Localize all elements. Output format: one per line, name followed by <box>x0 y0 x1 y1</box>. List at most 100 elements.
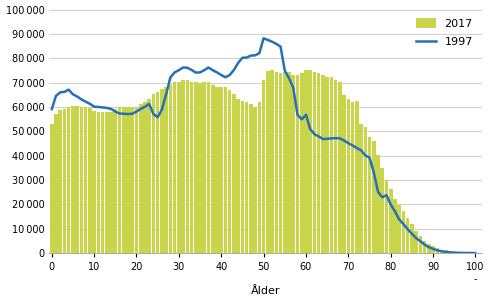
Bar <box>181 80 185 253</box>
Bar <box>105 112 109 253</box>
Bar <box>270 70 274 253</box>
Bar <box>177 82 181 253</box>
Bar <box>384 180 388 253</box>
Bar <box>126 107 130 253</box>
Bar <box>92 111 96 253</box>
Bar <box>249 104 253 253</box>
Bar <box>215 87 219 253</box>
Bar <box>279 72 282 253</box>
Bar <box>397 205 401 253</box>
Bar <box>241 101 244 253</box>
Bar <box>427 243 431 253</box>
Bar <box>457 252 461 253</box>
Bar <box>414 231 418 253</box>
Bar <box>160 89 164 253</box>
Bar <box>54 114 58 253</box>
Bar <box>88 108 92 253</box>
Bar <box>317 72 321 253</box>
Bar <box>342 95 346 253</box>
Bar <box>359 124 363 253</box>
Bar <box>173 82 176 253</box>
Bar <box>198 83 202 253</box>
Bar <box>245 102 248 253</box>
Bar <box>80 107 83 253</box>
Bar <box>131 108 134 253</box>
Bar <box>135 107 138 253</box>
Bar <box>453 252 456 253</box>
Bar <box>308 70 312 253</box>
Bar <box>101 112 105 253</box>
Bar <box>372 141 376 253</box>
Bar <box>50 124 54 253</box>
Bar <box>97 111 100 253</box>
Bar <box>58 110 62 253</box>
Bar <box>262 80 266 253</box>
Bar <box>139 104 142 253</box>
Bar <box>71 106 75 253</box>
Bar <box>84 107 87 253</box>
Bar <box>321 75 325 253</box>
Bar <box>300 72 303 253</box>
Bar <box>236 99 240 253</box>
Bar <box>190 82 193 253</box>
Bar <box>338 82 342 253</box>
Bar <box>168 85 172 253</box>
Bar <box>440 250 443 253</box>
Legend: 2017, 1997: 2017, 1997 <box>412 15 476 50</box>
Bar <box>393 199 397 253</box>
Bar <box>326 78 329 253</box>
Bar <box>419 236 422 253</box>
Bar <box>368 137 371 253</box>
Bar <box>113 109 117 253</box>
Bar <box>75 107 79 253</box>
Bar <box>313 72 316 253</box>
Bar <box>304 70 308 253</box>
X-axis label: Ålder: Ålder <box>251 286 280 297</box>
Bar <box>207 82 210 253</box>
Bar <box>67 107 71 253</box>
Bar <box>351 102 355 253</box>
Bar <box>219 87 223 253</box>
Bar <box>228 90 231 253</box>
Bar <box>143 102 147 253</box>
Bar <box>347 99 350 253</box>
Bar <box>202 82 206 253</box>
Bar <box>164 87 168 253</box>
Bar <box>381 168 384 253</box>
Bar <box>402 211 405 253</box>
Bar <box>296 75 300 253</box>
Bar <box>287 72 291 253</box>
Bar <box>292 75 295 253</box>
Bar <box>109 111 113 253</box>
Bar <box>122 107 126 253</box>
Bar <box>211 85 215 253</box>
Bar <box>329 77 333 253</box>
Bar <box>156 92 160 253</box>
Bar <box>334 80 337 253</box>
Bar <box>194 82 197 253</box>
Bar <box>266 71 270 253</box>
Bar <box>258 102 261 253</box>
Bar <box>389 189 392 253</box>
Bar <box>376 156 380 253</box>
Bar <box>118 108 121 253</box>
Bar <box>448 251 452 253</box>
Bar <box>444 250 448 253</box>
Bar <box>410 224 414 253</box>
Bar <box>406 218 409 253</box>
Bar <box>224 87 227 253</box>
Bar <box>274 72 278 253</box>
Bar <box>232 94 236 253</box>
Bar <box>461 252 464 253</box>
Bar <box>355 101 358 253</box>
Bar <box>147 99 151 253</box>
Bar <box>253 107 257 253</box>
Bar <box>186 80 189 253</box>
Bar <box>152 94 155 253</box>
Bar <box>283 72 287 253</box>
Bar <box>63 109 66 253</box>
Bar <box>431 246 435 253</box>
Bar <box>423 241 427 253</box>
Bar <box>363 127 367 253</box>
Bar <box>436 249 439 253</box>
